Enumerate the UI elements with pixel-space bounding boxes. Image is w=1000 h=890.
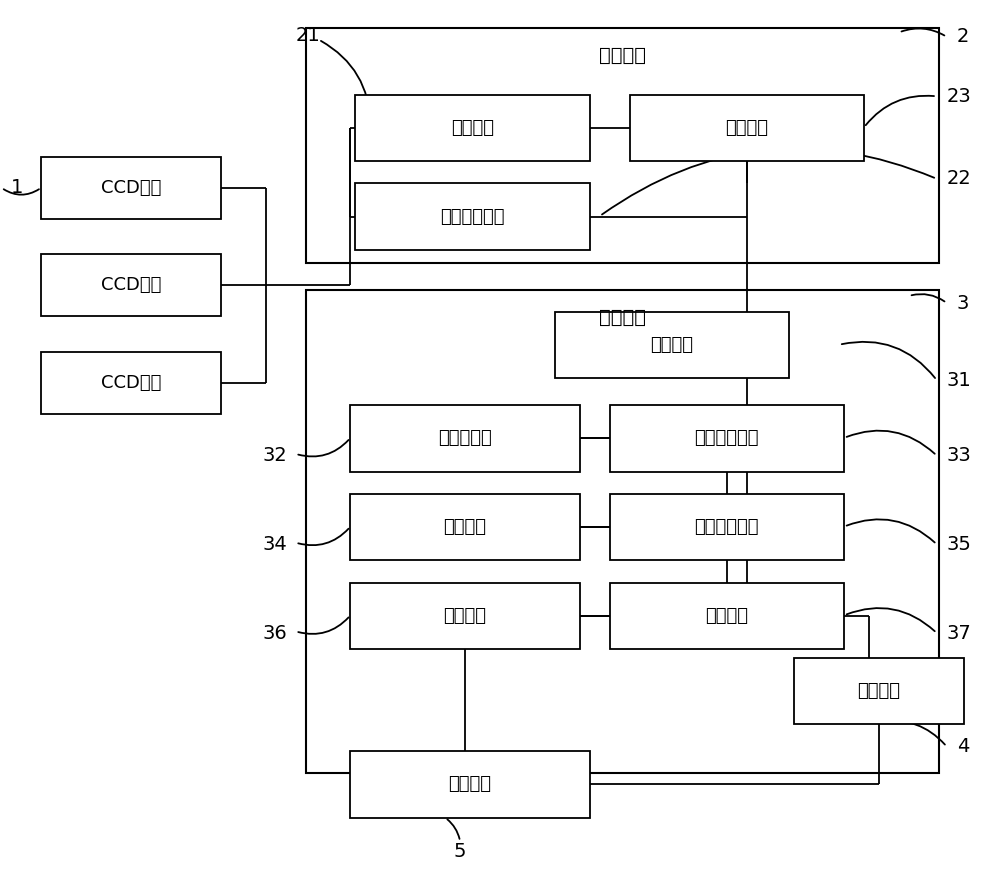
Text: 36: 36 xyxy=(263,624,288,643)
Text: 提取单元: 提取单元 xyxy=(444,518,487,536)
Text: 21: 21 xyxy=(296,26,320,44)
FancyBboxPatch shape xyxy=(610,405,844,472)
Text: 31: 31 xyxy=(947,371,972,390)
FancyBboxPatch shape xyxy=(355,183,590,250)
Text: 4: 4 xyxy=(957,737,969,756)
Text: 37: 37 xyxy=(947,624,972,643)
Text: 34: 34 xyxy=(263,535,288,554)
Text: 判断模块: 判断模块 xyxy=(449,775,492,793)
Text: 标定单元: 标定单元 xyxy=(451,119,494,137)
Text: 5: 5 xyxy=(454,842,466,861)
Text: 2: 2 xyxy=(957,28,969,46)
FancyBboxPatch shape xyxy=(41,352,221,414)
Text: 制模模块: 制模模块 xyxy=(599,45,646,65)
FancyBboxPatch shape xyxy=(350,405,580,472)
Text: 拼接单元: 拼接单元 xyxy=(705,607,748,625)
Text: 比对模块: 比对模块 xyxy=(599,307,646,327)
Text: CCD相机: CCD相机 xyxy=(101,179,161,197)
FancyBboxPatch shape xyxy=(610,583,844,649)
Text: 预处理单元: 预处理单元 xyxy=(438,429,492,448)
Text: 第二计算单元: 第二计算单元 xyxy=(695,429,759,448)
FancyBboxPatch shape xyxy=(555,312,789,378)
FancyBboxPatch shape xyxy=(350,583,580,649)
Text: CCD相机: CCD相机 xyxy=(101,276,161,295)
FancyBboxPatch shape xyxy=(355,94,590,161)
Text: 加载单元: 加载单元 xyxy=(651,336,694,354)
Text: 33: 33 xyxy=(947,446,972,465)
FancyBboxPatch shape xyxy=(306,290,939,773)
Text: CCD相机: CCD相机 xyxy=(101,374,161,392)
Text: 筛选单元: 筛选单元 xyxy=(444,607,487,625)
FancyBboxPatch shape xyxy=(350,751,590,818)
FancyBboxPatch shape xyxy=(306,28,939,263)
FancyBboxPatch shape xyxy=(41,255,221,316)
Text: 22: 22 xyxy=(947,169,972,189)
FancyBboxPatch shape xyxy=(610,494,844,561)
Text: 第一计算单元: 第一计算单元 xyxy=(440,207,505,225)
Text: 1: 1 xyxy=(11,178,24,198)
Text: 显示模块: 显示模块 xyxy=(857,683,900,700)
Text: 第三计算单元: 第三计算单元 xyxy=(695,518,759,536)
FancyBboxPatch shape xyxy=(41,157,221,219)
FancyBboxPatch shape xyxy=(630,94,864,161)
Text: 35: 35 xyxy=(947,535,972,554)
Text: 存储单元: 存储单元 xyxy=(725,119,768,137)
FancyBboxPatch shape xyxy=(350,494,580,561)
Text: 32: 32 xyxy=(263,446,288,465)
FancyBboxPatch shape xyxy=(794,658,964,724)
Text: 23: 23 xyxy=(947,87,972,106)
Text: 3: 3 xyxy=(957,294,969,312)
